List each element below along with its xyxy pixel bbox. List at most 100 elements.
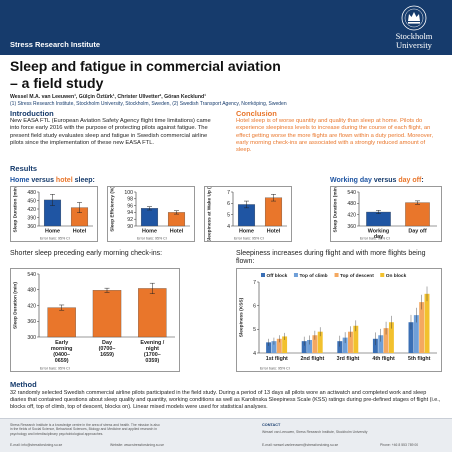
y-axis-title: Sleep Duration (min) (13, 187, 19, 232)
y-tick-label: 450 (27, 198, 36, 204)
x-tick-label: 3rd flight (337, 356, 360, 362)
y-tick-label: 100 (124, 190, 133, 196)
chart-working-vs-dayoff: Sleep Duration (min) 360 420 480 540 Working d… (330, 186, 442, 242)
legend-label: On block (386, 273, 407, 279)
x-tick-label: Early (55, 340, 68, 346)
bar (342, 337, 348, 353)
bar (366, 211, 391, 227)
title-suffix: : (421, 177, 424, 184)
home-label: Home (10, 177, 30, 184)
crown-emblem-icon (401, 5, 427, 31)
versus-word: versus (29, 177, 56, 184)
legend-label: Top of descent (340, 273, 374, 279)
y-tick-label: 92 (127, 217, 133, 223)
y-tick-label: 4 (227, 224, 230, 230)
footer-contact-name: Wessel van Leeuwen, Stress Research Inst… (262, 430, 368, 434)
bar (408, 322, 414, 353)
x-tick-label: Home (45, 229, 60, 235)
chart-footnote: Error bars: 95% CI (40, 367, 70, 371)
y-tick-label: 360 (27, 224, 36, 230)
x-tick-label: 4th flight (372, 356, 395, 362)
x-tick-label: Home (239, 229, 254, 235)
bar (307, 339, 312, 353)
chart-footnote: Error bars: 95% CI (40, 237, 70, 241)
legend-label: Top of climb (299, 273, 327, 279)
bar (301, 341, 307, 353)
bar (353, 325, 359, 353)
bar (92, 290, 122, 338)
title-line-1: Sleep and fatigue in commercial aviation (10, 58, 281, 74)
header-banner: Stress Research Institute Stockholm Univ… (0, 0, 452, 55)
x-tick-label: 2nd flight (300, 356, 324, 362)
bar (405, 202, 430, 227)
chart-svg: Sleep Duration (min) 360 420 480 540 Workingd… (333, 187, 437, 241)
x-tick-label: Hotel (267, 229, 281, 235)
chart-svg: Sleep Duration (min) 360 390 420 450 480 Home H… (13, 187, 93, 241)
x-tick-label: Hotel (73, 229, 87, 235)
y-tick-label: 390 (27, 215, 36, 221)
y-tick-label: 96 (127, 203, 133, 209)
bar (413, 315, 419, 353)
bar (317, 331, 323, 353)
x-tick-label: night (146, 346, 159, 352)
x-tick-label: 1st flight (266, 356, 288, 362)
legend-swatch (293, 273, 298, 277)
x-tick-label: Home (142, 229, 157, 235)
x-tick-label: Evening / (140, 340, 164, 346)
home-vs-hotel-title: Home versus hotel sleep: (10, 177, 95, 184)
footer-contact-email: E-mail: wessel.vanleeuwen@stressforsknin… (262, 443, 339, 447)
bar (388, 322, 394, 353)
affiliations: (1) Stress Research Institute, Stockholm… (10, 101, 287, 107)
bar (337, 341, 343, 353)
method-heading: Method (10, 380, 37, 389)
y-tick-label: 540 (347, 190, 356, 196)
bar (348, 331, 353, 353)
conclusion-text: Hotel sleep is of worse quantity and qua… (236, 118, 434, 154)
chart-sleepiness-flights: Sleepiness (KSS) 4 5 6 7 Off block Top of clim… (236, 268, 442, 372)
chart-svg: Sleepiness at Wake Up (KSS) 4 5 6 7 Home Hotel… (207, 187, 287, 241)
y-tick-label: 420 (347, 212, 356, 218)
chart-svg: Sleep Duration (min) 300 360 420 480 540 Early… (13, 272, 175, 371)
y-tick-label: 6 (227, 201, 230, 207)
university-logo: Stockholm University (386, 5, 442, 53)
bar (138, 288, 167, 338)
x-tick-label: (1700– (144, 352, 161, 358)
y-tick-label: 480 (27, 288, 36, 294)
results-heading: Results (10, 164, 38, 173)
y-axis-title: Sleep Duration (min) (333, 187, 339, 232)
footer-email: E-mail: info@stressforskning.su.se (10, 443, 63, 447)
bar (276, 338, 282, 353)
y-axis-title: Sleep Duration (min) (13, 282, 19, 329)
y-tick-label: 360 (347, 224, 356, 230)
x-tick-label: day (374, 234, 383, 240)
logo-line-2: University (396, 40, 432, 50)
bar (264, 197, 283, 227)
bar (282, 336, 288, 353)
x-tick-label: Day off (408, 229, 426, 235)
y-tick-label: 7 (227, 190, 230, 196)
day-off-label: day off (398, 177, 422, 184)
x-tick-label: 0359) (145, 358, 159, 364)
chart-sleepiness-wake: Sleepiness at Wake Up (KSS) 4 5 6 7 Home Hotel… (204, 186, 292, 242)
working-vs-off-title: Working day versus day off: (330, 177, 424, 184)
y-tick-label: 90 (127, 224, 133, 230)
y-tick-label: 4 (253, 351, 256, 357)
hotel-label: hotel (55, 177, 73, 184)
footer-phone: Phone: +46 8 553 789 00 (380, 443, 419, 447)
conclusion-heading: Conclusion (236, 109, 277, 118)
x-tick-label: Hotel (170, 229, 184, 235)
footer-about: Stress Research Institute is a knowledge… (10, 423, 160, 436)
footer-website: Website: www.stressforskning.su.se (110, 443, 165, 447)
x-tick-label: 0659) (55, 358, 69, 364)
y-axis-title: Sleep Efficiency (%) (110, 187, 116, 232)
title-line-2: – a field study (10, 75, 104, 91)
bar (140, 208, 159, 227)
x-tick-label: morning (51, 346, 73, 352)
chart-footnote: Error bars: 95% CI (234, 237, 264, 241)
bar (167, 212, 186, 227)
legend-swatch (334, 273, 339, 277)
y-tick-label: 300 (27, 335, 36, 341)
y-tick-label: 94 (127, 210, 133, 216)
y-tick-label: 98 (127, 197, 133, 203)
